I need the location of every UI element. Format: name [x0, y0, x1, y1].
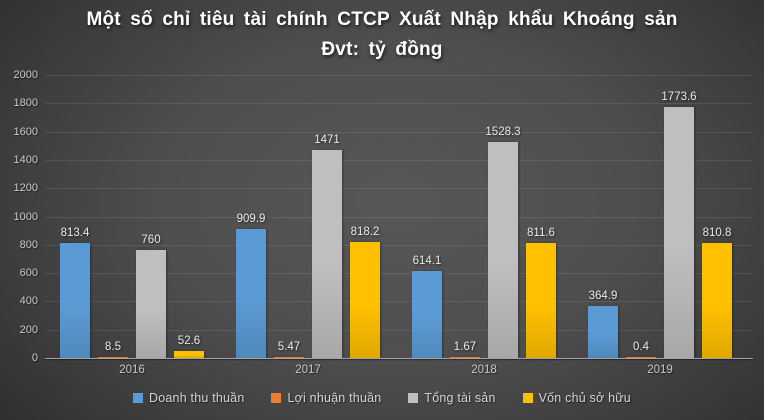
data-label-von-chu-so-huu-2017: 818.2: [350, 226, 380, 239]
legend-swatch-doanh-thu-thuan: [133, 393, 144, 403]
data-label-tong-tai-san-2018: 1528.3: [485, 125, 521, 138]
x-axis-line: [45, 358, 753, 359]
data-label-doanh-thu-thuan-2018: 614.1: [412, 255, 442, 268]
gridline-1000: [45, 216, 753, 218]
bar-cell-tong-tai-san-2017: 1471: [312, 134, 342, 358]
bar-cell-von-chu-so-huu-2016: 52.6: [174, 335, 204, 358]
x-axis-label-2017: 2017: [295, 364, 321, 376]
y-axis-tick-label: 0: [31, 352, 38, 364]
bar-tong-tai-san-2016: [136, 250, 166, 358]
y-axis-tick-label: 200: [19, 323, 38, 336]
gridline-400: [45, 301, 753, 303]
y-axis-tick-label: 400: [19, 295, 38, 308]
bar-tong-tai-san-2018: [488, 141, 518, 358]
data-label-tong-tai-san-2016: 760: [141, 234, 161, 247]
chart-title: Một số chỉ tiêu tài chính CTCP Xuất Nhập…: [86, 9, 678, 30]
bar-tong-tai-san-2019: [664, 107, 694, 358]
legend-item-loi-nhuan-thuan: Lợi nhuận thuần: [271, 391, 381, 405]
data-label-tong-tai-san-2019: 1773.6: [661, 91, 697, 104]
y-axis-tick-label: 1000: [13, 210, 38, 223]
bar-loi-nhuan-thuan-2017: [274, 357, 304, 358]
data-label-doanh-thu-thuan-2017: 909.9: [236, 213, 266, 226]
data-label-loi-nhuan-thuan-2018: 1.67: [453, 341, 477, 353]
gridline-1400: [45, 159, 753, 161]
data-label-loi-nhuan-thuan-2016: 8.5: [105, 340, 121, 353]
legend-swatch-tong-tai-san: [408, 393, 419, 403]
legend-label-loi-nhuan-thuan: Lợi nhuận thuần: [287, 391, 382, 405]
legend-item-doanh-thu-thuan: Doanh thu thuần: [133, 391, 244, 405]
bar-tong-tai-san-2017: [312, 149, 342, 358]
bar-cell-loi-nhuan-thuan-2016: 8.5: [98, 341, 128, 358]
bar-cell-doanh-thu-thuan-2019: 364.9: [588, 290, 618, 358]
y-axis-tick-label: 800: [19, 238, 38, 251]
gridline-1600: [45, 131, 753, 133]
legend: Doanh thu thuần Lợi nhuận thuần Tổng tài s…: [0, 391, 764, 405]
bar-cell-tong-tai-san-2019: 1773.6: [661, 91, 697, 358]
y-axis-tick-label: 1400: [13, 153, 38, 166]
chart-subtitle-unit: Đvt: tỷ đồng: [321, 39, 443, 60]
bar-group-2019: 364.9 0.4 1773.6 810.8: [588, 91, 732, 358]
legend-swatch-loi-nhuan-thuan: [271, 393, 282, 403]
bar-doanh-thu-thuan-2019: [588, 306, 618, 358]
legend-label-tong-tai-san: Tổng tài sản: [424, 391, 496, 405]
bar-cell-von-chu-so-huu-2018: 811.6: [526, 227, 556, 358]
y-axis-tick-label: 1600: [13, 125, 38, 138]
y-axis-tick-label: 600: [19, 267, 38, 280]
bar-cell-doanh-thu-thuan-2018: 614.1: [412, 255, 442, 358]
bar-cell-loi-nhuan-thuan-2018: 1.67: [450, 341, 480, 358]
data-label-von-chu-so-huu-2018: 811.6: [527, 227, 555, 240]
data-label-loi-nhuan-thuan-2017: 5.47: [277, 341, 301, 353]
bar-doanh-thu-thuan-2016: [60, 242, 90, 358]
gridline-200: [45, 329, 753, 331]
legend-swatch-von-chu-so-huu: [522, 393, 533, 403]
gridline-2000: [45, 75, 753, 76]
y-axis-tick-label: 1800: [13, 97, 38, 110]
bar-cell-loi-nhuan-thuan-2017: 5.47: [274, 341, 304, 358]
gridline-600: [45, 273, 753, 275]
bar-loi-nhuan-thuan-2019: [626, 357, 656, 358]
bar-cell-von-chu-so-huu-2019: 810.8: [702, 227, 732, 358]
bar-loi-nhuan-thuan-2018: [450, 357, 480, 358]
bar-doanh-thu-thuan-2018: [412, 271, 442, 358]
bar-cell-loi-nhuan-thuan-2019: 0.4: [626, 341, 656, 358]
data-label-von-chu-so-huu-2016: 52.6: [177, 334, 201, 347]
gridline-1800: [45, 103, 753, 105]
bar-cell-tong-tai-san-2018: 1528.3: [485, 125, 521, 358]
bar-von-chu-so-huu-2019: [702, 243, 732, 358]
bar-loi-nhuan-thuan-2016: [98, 356, 128, 358]
bar-group-2018: 614.1 1.67 1528.3 811.6: [412, 126, 556, 358]
bar-von-chu-so-huu-2017: [350, 242, 380, 358]
x-axis-label-2019: 2019: [647, 364, 673, 376]
bar-cell-tong-tai-san-2016: 760: [136, 234, 166, 358]
bar-cell-doanh-thu-thuan-2016: 813.4: [60, 227, 90, 358]
data-label-loi-nhuan-thuan-2019: 0.4: [633, 341, 649, 353]
bar-cell-von-chu-so-huu-2017: 818.2: [350, 226, 380, 358]
data-label-doanh-thu-thuan-2019: 364.9: [588, 290, 618, 303]
legend-item-von-chu-so-huu: Vốn chủ sở hữu: [522, 391, 631, 405]
y-axis-tick-label: 1200: [13, 182, 38, 195]
x-axis-label-2016: 2016: [119, 364, 145, 376]
bar-von-chu-so-huu-2016: [174, 350, 204, 358]
legend-label-von-chu-so-huu: Vốn chủ sở hữu: [538, 391, 631, 405]
y-axis-tick-label: 2000: [13, 69, 38, 81]
legend-label-doanh-thu-thuan: Doanh thu thuần: [149, 391, 245, 405]
x-axis-label-2018: 2018: [471, 364, 497, 376]
bar-doanh-thu-thuan-2017: [236, 229, 266, 358]
gridline-1200: [45, 188, 753, 190]
bar-group-2017: 909.9 5.47 1471 818.2: [236, 134, 380, 358]
bar-von-chu-so-huu-2018: [526, 243, 556, 358]
bar-group-2016: 813.4 8.5 760 52.6: [60, 227, 204, 358]
data-label-von-chu-so-huu-2019: 810.8: [702, 227, 732, 240]
bar-cell-doanh-thu-thuan-2017: 909.9: [236, 213, 266, 358]
data-label-tong-tai-san-2017: 1471: [314, 133, 340, 146]
legend-item-tong-tai-san: Tổng tài sản: [408, 391, 495, 405]
gridline-800: [45, 244, 753, 246]
data-label-doanh-thu-thuan-2016: 813.4: [60, 226, 90, 239]
